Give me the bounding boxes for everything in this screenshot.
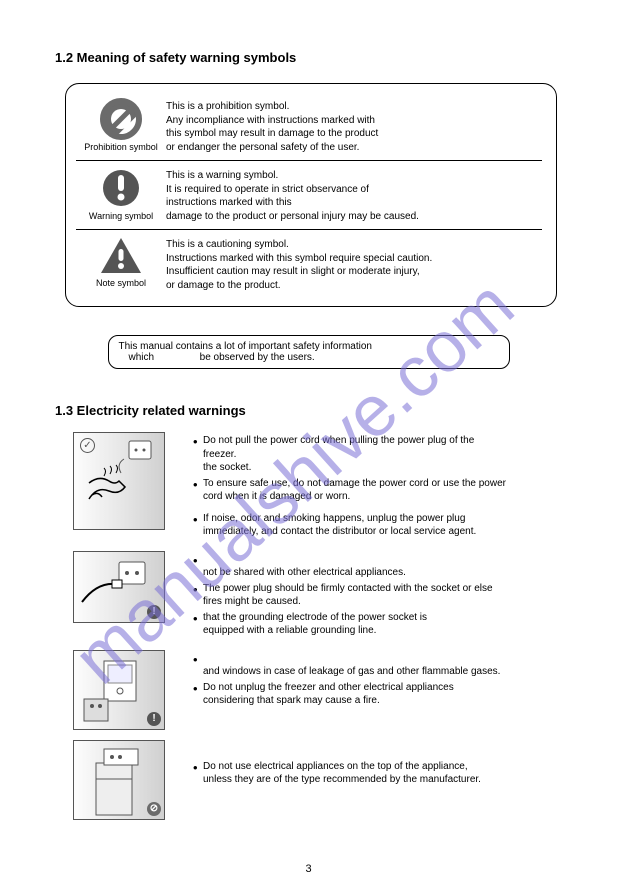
- bullets-1: Do not pull the power cord when pulling …: [193, 432, 506, 541]
- warning-row-3: ! and windows in case of leakage of gas …: [55, 650, 562, 730]
- manual-page: 1.2 Meaning of safety warning symbols Pr…: [0, 0, 617, 850]
- bullet: If noise, odor and smoking happens, unpl…: [193, 512, 506, 539]
- warning-row-1: ✓ Do not pull the power cord when pullin…: [55, 432, 562, 541]
- section-1-3-heading: 1.3 Electricity related warnings: [55, 403, 562, 418]
- bullets-4: Do not use electrical appliances on the …: [193, 740, 481, 789]
- bullet: and windows in case of leakage of gas an…: [193, 652, 500, 679]
- section-1-2-heading: 1.2 Meaning of safety warning symbols: [55, 50, 562, 65]
- symbol-desc: This is a prohibition symbol. Any incomp…: [166, 98, 378, 154]
- caution-icon: [99, 236, 143, 276]
- thumb-top-appliance: ⊘: [73, 740, 165, 820]
- exclaim-icon: !: [147, 712, 161, 726]
- bullets-3: and windows in case of leakage of gas an…: [193, 650, 500, 710]
- symbol-col: Warning symbol: [76, 167, 166, 221]
- symbol-label: Warning symbol: [76, 211, 166, 221]
- thumb-socket: !: [73, 551, 165, 623]
- bullet: The power plug should be firmly contacte…: [193, 582, 493, 609]
- bullet: Do not unplug the freezer and other elec…: [193, 681, 500, 708]
- symbol-label: Prohibition symbol: [76, 142, 166, 152]
- exclaim-icon: !: [147, 605, 161, 619]
- bullet: not be shared with other electrical appl…: [193, 553, 493, 580]
- prohibit-badge-icon: ⊘: [147, 802, 161, 816]
- notice-line2: which be observed by the users.: [129, 352, 499, 363]
- page-number: 3: [0, 863, 617, 875]
- symbol-desc: This is a cautioning symbol. Instruction…: [166, 236, 432, 292]
- symbol-desc: This is a warning symbol. It is required…: [166, 167, 419, 223]
- notice-line1: This manual contains a lot of important …: [119, 341, 499, 352]
- notice-rest: be observed by the users.: [200, 352, 315, 363]
- symbols-box: Prohibition symbol This is a prohibition…: [65, 83, 557, 307]
- warning-row-4: ⊘ Do not use electrical appliances on th…: [55, 740, 562, 820]
- symbol-col: Prohibition symbol: [76, 98, 166, 152]
- bullet: Do not pull the power cord when pulling …: [193, 434, 506, 475]
- thumb-unplug: ✓: [73, 432, 165, 530]
- symbol-label: Note symbol: [76, 278, 166, 288]
- symbol-col: Note symbol: [76, 236, 166, 288]
- bullet: To ensure safe use, do not damage the po…: [193, 477, 506, 504]
- thumb-gas: !: [73, 650, 165, 730]
- symbol-row-prohibition: Prohibition symbol This is a prohibition…: [76, 92, 542, 160]
- symbol-row-note: Note symbol This is a cautioning symbol.…: [76, 229, 542, 298]
- warning-icon: [100, 167, 142, 209]
- notice-box: This manual contains a lot of important …: [108, 335, 510, 369]
- prohibition-icon: [100, 98, 142, 140]
- warning-row-2: ! not be shared with other electrical ap…: [55, 551, 562, 640]
- bullets-2: not be shared with other electrical appl…: [193, 551, 493, 640]
- symbol-row-warning: Warning symbol This is a warning symbol.…: [76, 160, 542, 229]
- notice-which: which: [129, 352, 155, 363]
- bullet: Do not use electrical appliances on the …: [193, 760, 481, 787]
- bullet: that the grounding electrode of the powe…: [193, 611, 493, 638]
